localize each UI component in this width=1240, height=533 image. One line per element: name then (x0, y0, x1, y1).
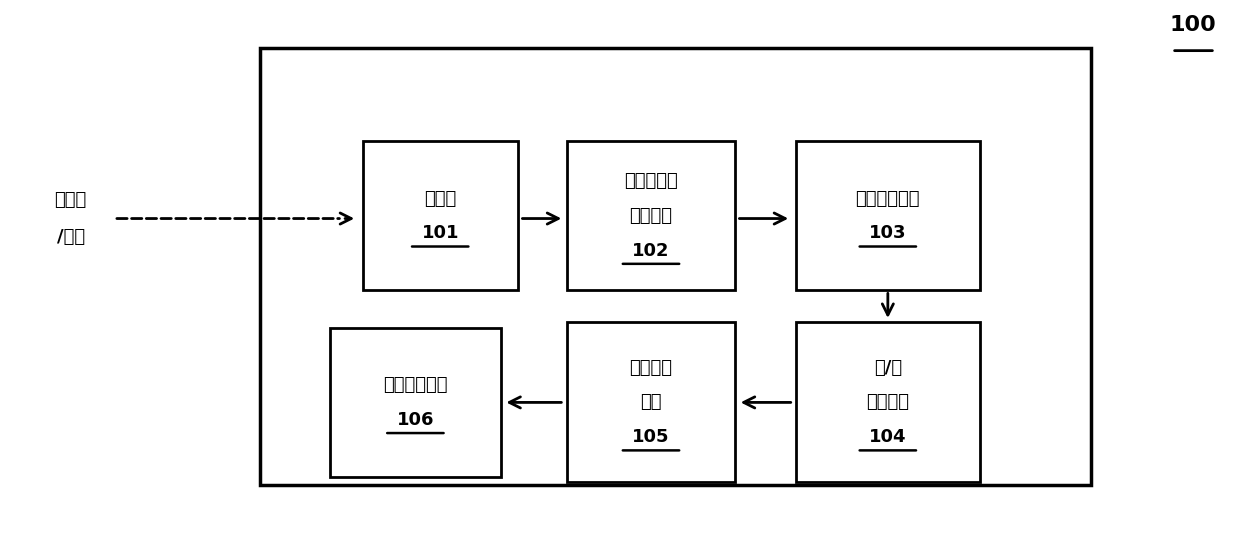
Text: 散射光: 散射光 (55, 191, 87, 209)
Bar (796, 141, 980, 290)
Text: 101: 101 (422, 224, 459, 242)
Text: 105: 105 (632, 428, 670, 446)
Text: 104: 104 (869, 428, 906, 446)
Text: 基线恢复单元: 基线恢复单元 (856, 190, 920, 207)
Bar (362, 141, 518, 290)
Text: 脉冲恢复: 脉冲恢复 (630, 359, 672, 377)
Text: 单元: 单元 (640, 393, 662, 411)
Text: 转换模块: 转换模块 (867, 393, 909, 411)
Bar (330, 328, 501, 477)
Bar (568, 141, 734, 290)
Text: 传感器: 传感器 (424, 190, 456, 207)
Bar (568, 322, 734, 482)
Text: 103: 103 (869, 224, 906, 242)
Text: 106: 106 (397, 411, 434, 429)
Text: 100: 100 (1169, 14, 1216, 35)
Text: 102: 102 (632, 241, 670, 260)
Text: 模/数: 模/数 (874, 359, 901, 377)
Bar (796, 322, 980, 482)
Bar (260, 48, 1091, 485)
Text: 调理单元: 调理单元 (630, 207, 672, 225)
Text: 参数提取模块: 参数提取模块 (383, 376, 448, 394)
Text: /荧光: /荧光 (57, 228, 84, 246)
Text: 电脉冲信号: 电脉冲信号 (624, 172, 678, 190)
